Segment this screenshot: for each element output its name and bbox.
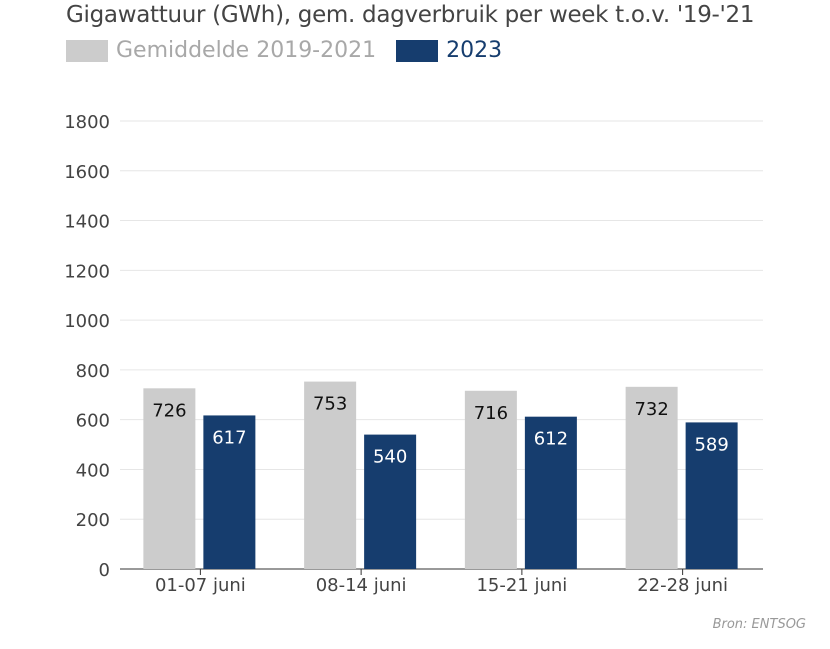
bar bbox=[304, 381, 357, 569]
chart-legend: Gemiddelde 2019-2021 2023 bbox=[66, 38, 522, 63]
data-label: 589 bbox=[694, 434, 728, 455]
data-label: 617 bbox=[212, 427, 246, 448]
bar bbox=[625, 386, 678, 569]
y-tick-label: 400 bbox=[76, 460, 110, 481]
x-tick-label: 15-21 juni bbox=[476, 575, 567, 596]
data-label: 540 bbox=[373, 447, 407, 468]
y-tick-label: 1000 bbox=[64, 311, 110, 332]
y-tick-label: 600 bbox=[76, 411, 110, 432]
y-tick-label: 1800 bbox=[64, 112, 110, 133]
x-tick-label: 08-14 juni bbox=[316, 575, 407, 596]
x-tick-label: 01-07 juni bbox=[155, 575, 246, 596]
legend-item-average: Gemiddelde 2019-2021 bbox=[66, 38, 376, 63]
data-label: 732 bbox=[634, 399, 668, 420]
legend-label-2023: 2023 bbox=[446, 38, 503, 63]
bar bbox=[464, 390, 517, 569]
bar bbox=[143, 388, 196, 569]
y-tick-label: 800 bbox=[76, 361, 110, 382]
data-label: 612 bbox=[534, 429, 568, 450]
y-tick-label: 1200 bbox=[64, 261, 110, 282]
y-tick-label: 1400 bbox=[64, 212, 110, 233]
legend-swatch-average bbox=[66, 39, 108, 62]
y-tick-label: 0 bbox=[99, 560, 110, 581]
bar bbox=[364, 434, 417, 569]
y-tick-label: 1600 bbox=[64, 162, 110, 183]
x-tick-label: 22-28 juni bbox=[637, 575, 728, 596]
chart-title: Gigawattuur (GWh), gem. dagverbruik per … bbox=[66, 2, 755, 28]
bar bbox=[203, 415, 256, 569]
bar bbox=[685, 422, 738, 569]
bar bbox=[524, 416, 577, 569]
legend-label-average: Gemiddelde 2019-2021 bbox=[116, 38, 377, 63]
source-note: Bron: ENTSOG bbox=[712, 617, 806, 632]
y-tick-label: 200 bbox=[76, 510, 110, 531]
data-label: 726 bbox=[152, 400, 186, 421]
legend-item-2023: 2023 bbox=[396, 38, 502, 63]
data-label: 716 bbox=[474, 403, 508, 424]
data-label: 753 bbox=[313, 394, 347, 415]
legend-swatch-2023 bbox=[396, 39, 439, 62]
